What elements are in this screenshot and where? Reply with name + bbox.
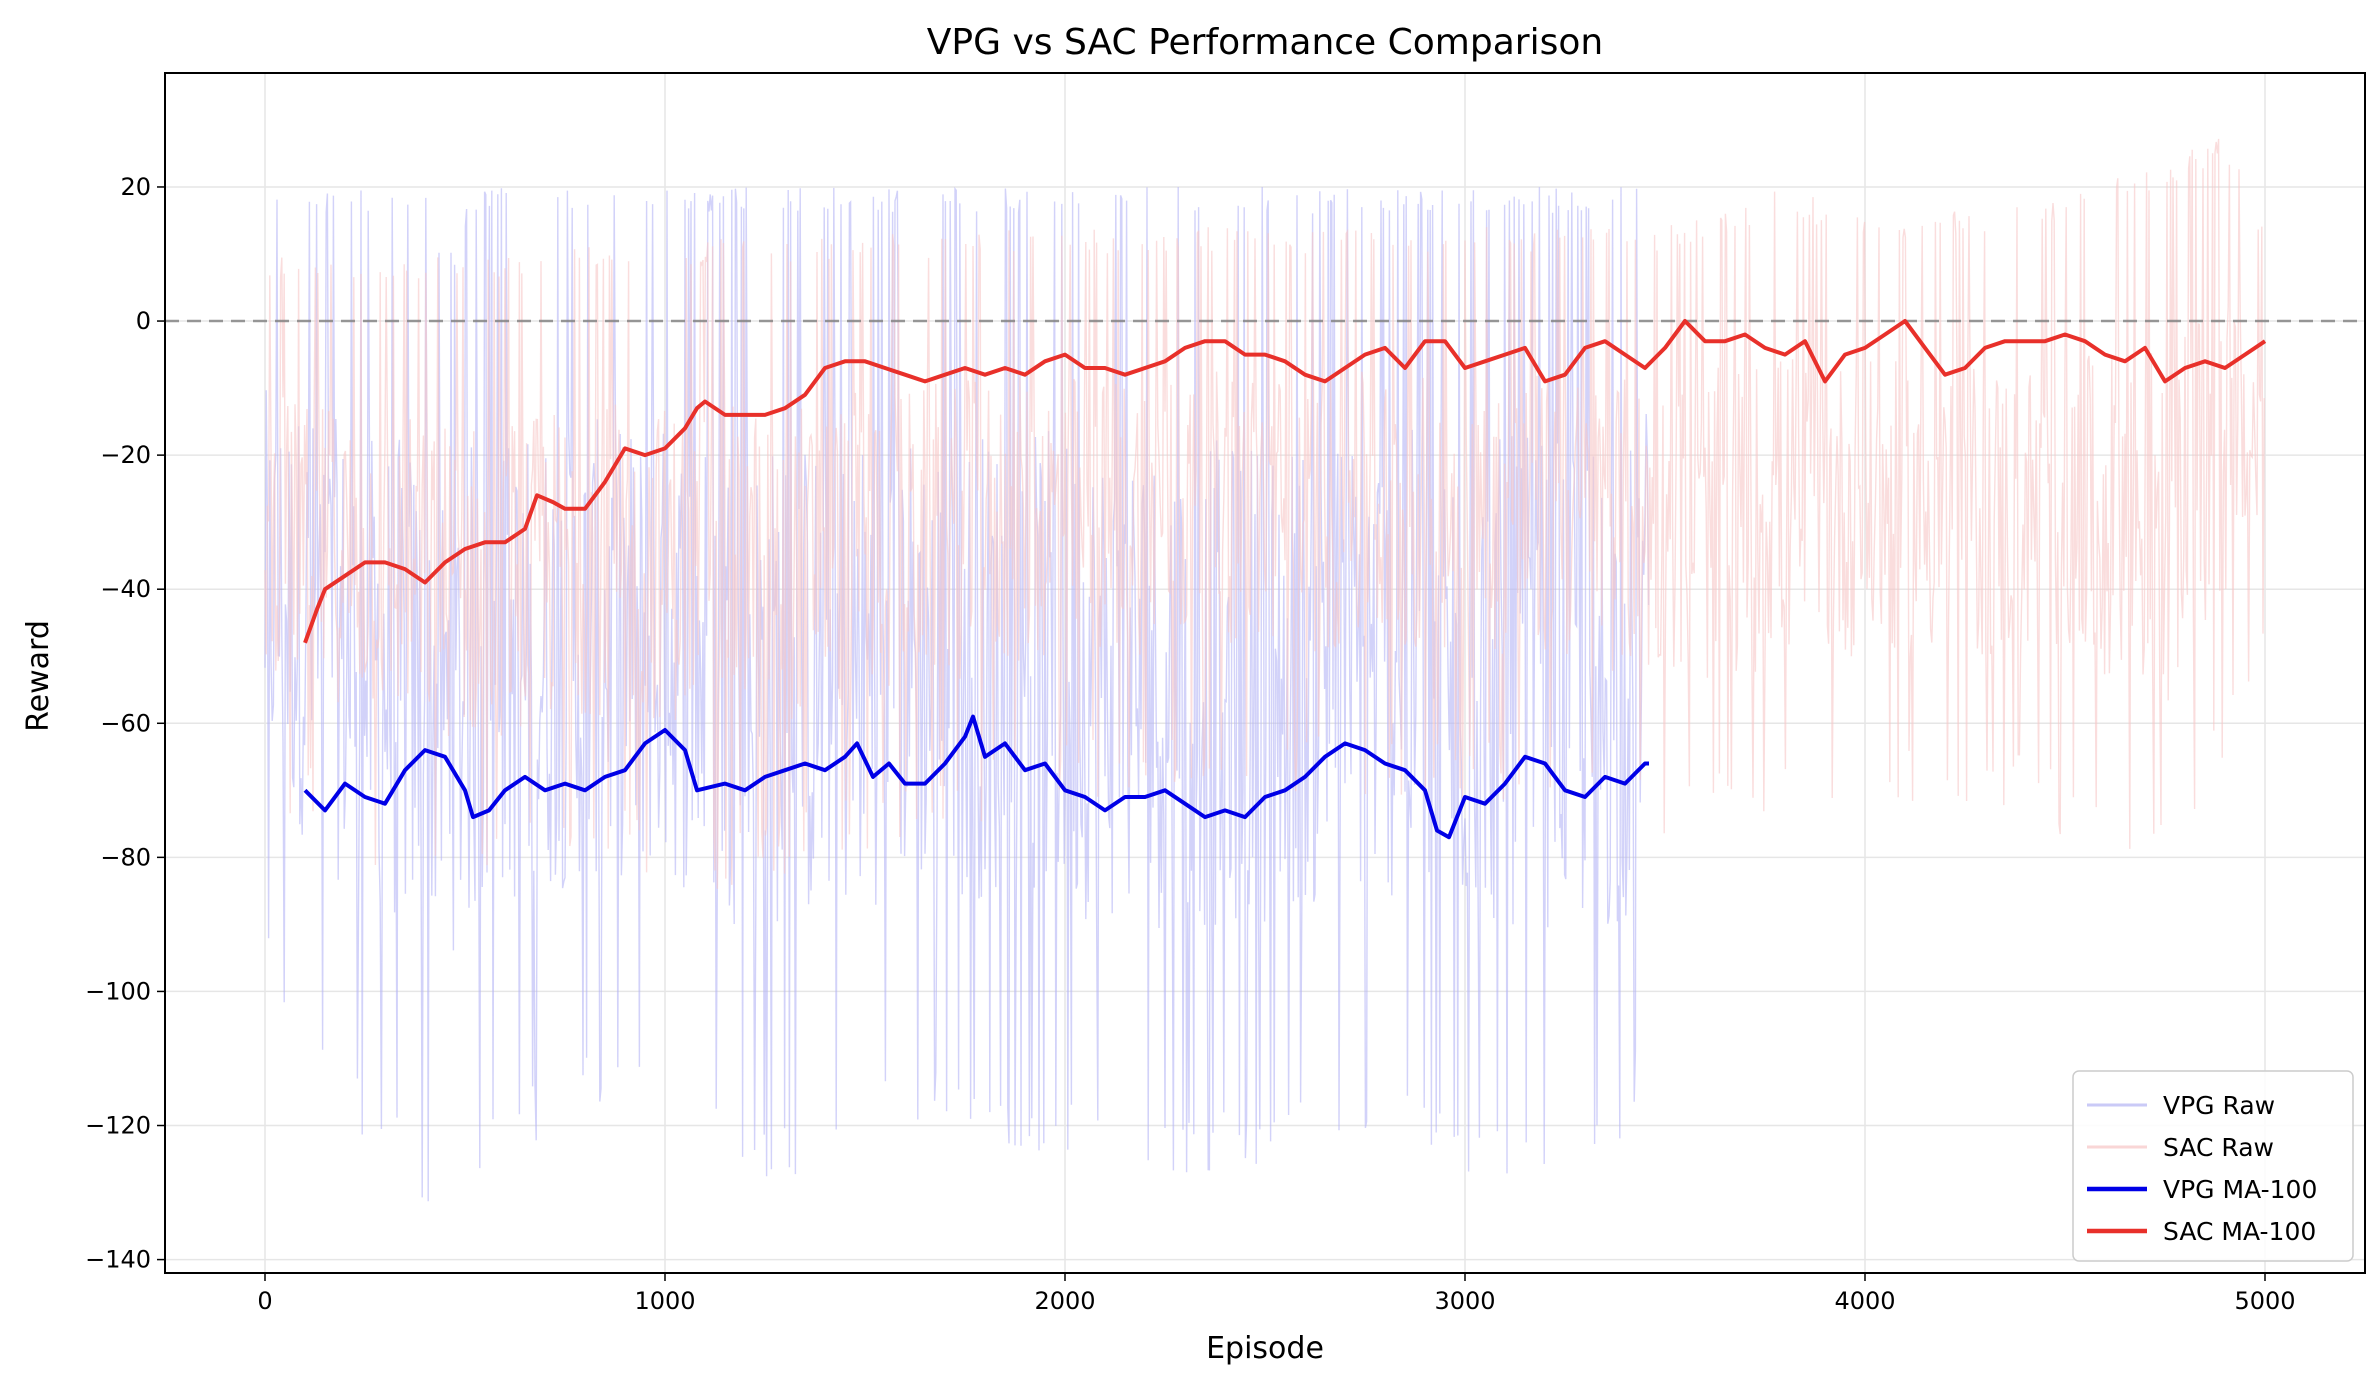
- legend-label: VPG MA-100: [2163, 1175, 2317, 1204]
- y-tick-label: 20: [120, 173, 151, 201]
- x-tick-label: 0: [257, 1287, 272, 1315]
- x-tick-label: 4000: [1834, 1287, 1895, 1315]
- x-tick-label: 5000: [2234, 1287, 2295, 1315]
- y-tick-label: −100: [85, 977, 151, 1005]
- legend: VPG Raw SAC Raw VPG MA-100 SAC MA-100: [2072, 1070, 2354, 1262]
- series-line-vpg-ma-100: [303, 714, 1649, 840]
- y-tick-label: −60: [100, 709, 151, 737]
- y-tick-label: −140: [85, 1246, 151, 1274]
- legend-label: SAC MA-100: [2163, 1217, 2316, 1246]
- legend-box: [2072, 1070, 2354, 1262]
- y-axis-title: Reward: [21, 620, 56, 732]
- y-tick-label: 0: [136, 307, 151, 335]
- chart-title: VPG vs SAC Performance Comparison: [927, 22, 1603, 63]
- series-line-sac-raw: [264, 138, 2265, 889]
- x-axis: 0 1000 2000 3000 4000 5000: [257, 1273, 2296, 1315]
- moving-average-layer: [303, 319, 2267, 840]
- raw-series-layer: [264, 138, 2265, 1202]
- y-tick-label: −120: [85, 1112, 151, 1140]
- y-axis: −140 −120 −100 −80 −60 −40 −20 0 20: [85, 173, 165, 1274]
- plot-frame: [164, 72, 2366, 1274]
- series-line-sac-ma-100: [303, 319, 2267, 644]
- y-tick-label: −80: [100, 843, 151, 871]
- y-tick-label: −20: [100, 441, 151, 469]
- x-tick-label: 2000: [1034, 1287, 1095, 1315]
- legend-label: VPG Raw: [2163, 1091, 2275, 1120]
- x-tick-label: 3000: [1434, 1287, 1495, 1315]
- legend-label: SAC Raw: [2163, 1133, 2274, 1162]
- y-tick-label: −40: [100, 575, 151, 603]
- x-tick-label: 1000: [634, 1287, 695, 1315]
- x-axis-title: Episode: [1206, 1331, 1324, 1366]
